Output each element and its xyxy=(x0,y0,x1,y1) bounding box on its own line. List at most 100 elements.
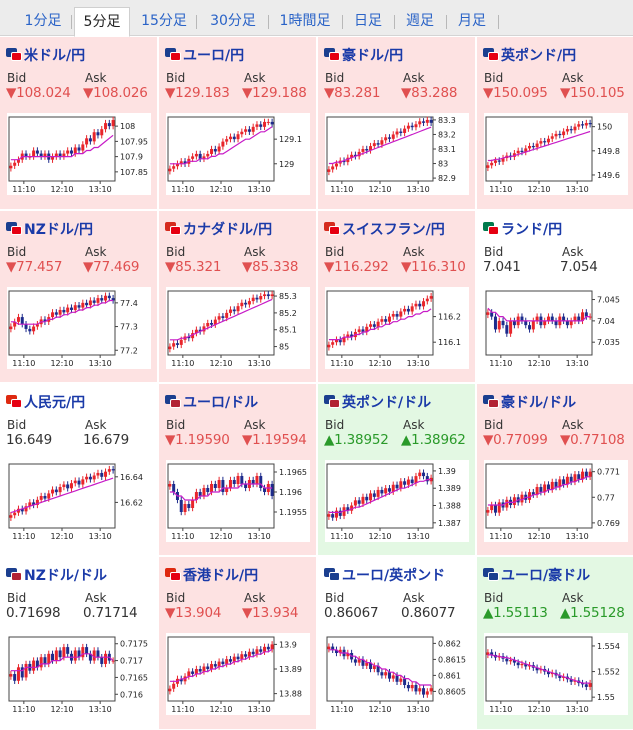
pair-name-link[interactable]: NZドル/円 xyxy=(24,222,93,238)
pair-header[interactable]: ランド/円 xyxy=(483,220,562,238)
pair-name-link[interactable]: ユーロ/英ポンド xyxy=(342,568,446,584)
candle-body xyxy=(350,334,354,338)
tab-monthly[interactable]: 月足 xyxy=(458,13,486,29)
pair-header[interactable]: スイスフラン/円 xyxy=(324,220,445,238)
candle-body xyxy=(35,150,39,154)
candlestick-chart[interactable]: 83.3 83.2 83.1 83 82.9 11:10 12:10 13:10 xyxy=(325,113,469,195)
candle-body xyxy=(380,489,384,494)
tab-1min[interactable]: 1分足 xyxy=(24,13,62,29)
pair-name-link[interactable]: スイスフラン/円 xyxy=(342,222,445,238)
pair-card[interactable]: ユーロ/円 Bid Ask ▼129.183 ▼129.188 129.1 129 11:10… xyxy=(159,37,317,210)
candlestick-chart[interactable]: 0.771 0.77 0.769 11:10 12:10 13:10 xyxy=(484,460,628,542)
y-tick-label: 1.387 xyxy=(438,519,461,528)
pair-header[interactable]: 人民元/円 xyxy=(6,393,85,411)
pair-card[interactable]: 米ドル/円 Bid Ask ▼108.024 ▼108.026 108 107.95 107.… xyxy=(0,37,158,210)
pair-card[interactable]: カナダドル/円 Bid Ask ▼85.321 ▼85.338 85.3 85.2 85.1 8… xyxy=(159,211,317,383)
pair-name-link[interactable]: 香港ドル/円 xyxy=(183,568,259,584)
tab-30min[interactable]: 30分足 xyxy=(210,13,256,29)
pair-header[interactable]: ユーロ/英ポンド xyxy=(324,566,445,584)
candlestick-chart[interactable]: 108 107.95 107.9 107.85 11:10 12:10 13:10 xyxy=(7,113,151,195)
pair-name-link[interactable]: 英ポンド/円 xyxy=(501,48,577,64)
candle-body xyxy=(183,504,187,512)
pair-card[interactable]: 人民元/円 Bid Ask 16.649 16.679 16.64 16.62 11:10 12… xyxy=(0,384,158,556)
pair-card[interactable]: 豪ドル/円 Bid Ask ▼83.281 ▼83.288 83.3 83.2 83.1 83 8… xyxy=(318,37,476,210)
pair-card[interactable]: ユーロ/英ポンド Bid Ask 0.86067 0.86077 0.862 0.8615 0… xyxy=(318,557,476,730)
candle-body xyxy=(225,488,229,492)
ask-label: Ask xyxy=(244,71,266,85)
pair-name-link[interactable]: NZドル/ドル xyxy=(24,568,107,584)
pair-card[interactable]: NZドル/円 Bid Ask ▼77.457 ▼77.469 77.4 77.3 77.2 11… xyxy=(0,211,158,383)
pair-card[interactable]: ユーロ/ドル Bid Ask ▼1.19590 ▼1.19594 1.1965 1.196 1… xyxy=(159,384,317,556)
bid-label: Bid xyxy=(325,71,345,85)
bid-label: Bid xyxy=(484,591,504,605)
tab-1hour[interactable]: 1時間足 xyxy=(279,13,331,29)
pair-name-link[interactable]: ユーロ/円 xyxy=(183,48,245,64)
pair-name-link[interactable]: ランド/円 xyxy=(501,222,563,238)
pair-card[interactable]: 香港ドル/円 Bid Ask ▼13.904 ▼13.934 13.9 13.89 13.88… xyxy=(159,557,317,730)
candle-body xyxy=(403,308,407,312)
pair-header[interactable]: NZドル/ドル xyxy=(6,566,107,584)
candlestick-chart[interactable]: 0.7175 0.717 0.7165 0.716 11:10 12:10 13:10 xyxy=(7,633,151,715)
pair-name-link[interactable]: 英ポンド/ドル xyxy=(342,395,432,411)
bid-price: ▼13.904 xyxy=(165,605,222,621)
pair-name-link[interactable]: ユーロ/ドル xyxy=(183,395,259,411)
pair-header[interactable]: 豪ドル/円 xyxy=(324,46,403,64)
candle-body xyxy=(418,472,422,477)
candlestick-chart[interactable]: 116.2 116.1 11:10 12:10 13:10 xyxy=(325,287,469,369)
bid-label: Bid xyxy=(484,418,504,432)
pair-header[interactable]: ユーロ/円 xyxy=(165,46,244,64)
y-tick-label: 0.8615 xyxy=(438,655,466,664)
y-tick-label: 77.3 xyxy=(120,323,138,332)
candlestick-chart[interactable]: 13.9 13.89 13.88 11:10 12:10 13:10 xyxy=(166,633,310,715)
pair-header[interactable]: 香港ドル/円 xyxy=(165,566,258,584)
candle-body xyxy=(104,123,108,130)
pair-name-link[interactable]: 豪ドル/円 xyxy=(342,48,404,64)
candle-body xyxy=(191,156,195,159)
pair-card[interactable]: 英ポンド/ドル Bid Ask ▲1.38952 ▲1.38962 1.39 1.389 1.… xyxy=(318,384,476,556)
y-tick-label: 83.2 xyxy=(438,130,456,139)
candlestick-chart[interactable]: 7.045 7.04 7.035 11:10 12:10 13:10 xyxy=(484,287,628,369)
pair-header[interactable]: 英ポンド/円 xyxy=(483,46,576,64)
candle-body xyxy=(111,469,115,471)
candlestick-chart[interactable]: 16.64 16.62 11:10 12:10 13:10 xyxy=(7,460,151,542)
tab-5min[interactable]: 5分足 xyxy=(74,7,130,37)
pair-card[interactable]: ユーロ/豪ドル Bid Ask ▲1.55113 ▲1.55128 1.554 1.552 1… xyxy=(477,557,633,730)
candle-body xyxy=(558,675,562,678)
candlestick-chart[interactable]: 1.554 1.552 1.55 11:10 12:10 13:10 xyxy=(484,633,628,715)
candle-body xyxy=(384,488,388,494)
pair-card[interactable]: スイスフラン/円 Bid Ask ▼116.292 ▼116.310 116.2 116.1… xyxy=(318,211,476,383)
candle-body xyxy=(58,487,62,493)
candlestick-chart[interactable]: 77.4 77.3 77.2 11:10 12:10 13:10 xyxy=(7,287,151,369)
tab-15min[interactable]: 15分足 xyxy=(141,13,187,29)
bid-price: 16.649 xyxy=(6,432,53,448)
candle-body xyxy=(539,141,543,144)
tab-daily[interactable]: 日足 xyxy=(354,13,382,29)
candlestick-chart[interactable]: 85.3 85.2 85.1 85 11:10 12:10 13:10 xyxy=(166,287,310,369)
candlestick-chart[interactable]: 129.1 129 11:10 12:10 13:10 xyxy=(166,113,310,195)
candlestick-chart[interactable]: 1.1965 1.196 1.1955 11:10 12:10 13:10 xyxy=(166,460,310,542)
candlestick-chart[interactable]: 1.39 1.389 1.388 1.387 11:10 12:10 13:10 xyxy=(325,460,469,542)
tab-weekly[interactable]: 週足 xyxy=(406,13,434,29)
candlestick-chart[interactable]: 150 149.8 149.6 11:10 12:10 13:10 xyxy=(484,113,628,195)
candlestick-chart[interactable]: 0.862 0.8615 0.861 0.8605 11:10 12:10 13:10 xyxy=(325,633,469,715)
pair-card[interactable]: 英ポンド/円 Bid Ask ▼150.095 ▼150.105 150 149.8 149.… xyxy=(477,37,633,210)
pair-header[interactable]: ユーロ/ドル xyxy=(165,393,258,411)
pair-header[interactable]: 米ドル/円 xyxy=(6,46,85,64)
pair-card[interactable]: ランド/円 Bid Ask 7.041 7.054 7.045 7.04 7.035 11:10… xyxy=(477,211,633,383)
pair-card[interactable]: 豪ドル/ドル Bid Ask ▼0.77099 ▼0.77108 0.771 0.77 0.7… xyxy=(477,384,633,556)
pair-header[interactable]: 英ポンド/ドル xyxy=(324,393,431,411)
pair-header[interactable]: ユーロ/豪ドル xyxy=(483,566,590,584)
x-tick-label: 13:10 xyxy=(248,185,271,194)
pair-card[interactable]: NZドル/ドル Bid Ask 0.71698 0.71714 0.7175 0.717 0.… xyxy=(0,557,158,730)
pair-header[interactable]: 豪ドル/ドル xyxy=(483,393,576,411)
pair-header[interactable]: NZドル/円 xyxy=(6,220,93,238)
pair-name-link[interactable]: カナダドル/円 xyxy=(183,222,273,238)
tab-divider xyxy=(71,15,72,29)
pair-name-link[interactable]: 豪ドル/ドル xyxy=(501,395,577,411)
pair-header[interactable]: カナダドル/円 xyxy=(165,220,272,238)
pair-name-link[interactable]: 米ドル/円 xyxy=(24,48,86,64)
timeframe-tab-bar: 1分足 5分足 15分足 30分足 1時間足 日足 週足 月足 xyxy=(0,0,633,37)
pair-name-link[interactable]: ユーロ/豪ドル xyxy=(501,568,591,584)
candle-body xyxy=(331,166,335,170)
pair-name-link[interactable]: 人民元/円 xyxy=(24,395,86,411)
